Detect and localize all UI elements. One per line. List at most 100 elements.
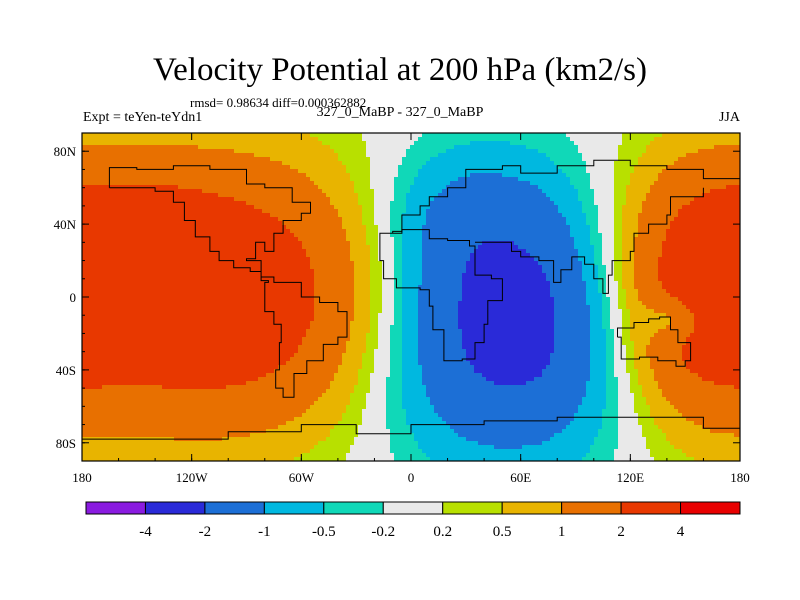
field-cell [282, 285, 287, 290]
field-cell [178, 141, 183, 146]
field-cell [198, 441, 203, 446]
field-cell [198, 429, 203, 434]
field-cell [266, 213, 271, 218]
field-cell [138, 385, 143, 390]
field-cell [234, 177, 239, 182]
field-cell [110, 433, 115, 438]
field-cell [242, 265, 247, 270]
field-cell [170, 353, 175, 358]
field-cell [146, 433, 151, 438]
field-cell [246, 213, 251, 218]
field-cell [106, 441, 111, 446]
field-cell [190, 449, 195, 454]
field-cell [174, 417, 179, 422]
field-cell [290, 329, 295, 334]
field-cell [278, 161, 283, 166]
field-cell [114, 325, 119, 330]
field-cell [258, 193, 263, 198]
field-cell [282, 441, 287, 446]
field-cell [310, 405, 315, 410]
field-cell [266, 161, 271, 166]
field-cell [170, 161, 175, 166]
field-cell [206, 265, 211, 270]
field-cell [106, 393, 111, 398]
field-cell [314, 433, 319, 438]
field-cell [170, 373, 175, 378]
field-cell [142, 329, 147, 334]
field-cell [98, 361, 103, 366]
field-cell [90, 197, 95, 202]
field-cell [170, 165, 175, 170]
field-cell [306, 197, 311, 202]
field-cell [82, 353, 87, 358]
field-cell [302, 377, 307, 382]
field-cell [290, 165, 295, 170]
field-cell [306, 325, 311, 330]
field-cell [118, 289, 123, 294]
field-cell [154, 421, 159, 426]
field-cell [98, 381, 103, 386]
field-cell [178, 333, 183, 338]
field-cell [118, 269, 123, 274]
field-cell [82, 221, 87, 226]
field-cell [186, 233, 191, 238]
field-cell [150, 169, 155, 174]
field-cell [170, 213, 175, 218]
field-cell [262, 365, 267, 370]
field-cell [158, 433, 163, 438]
field-cell [294, 141, 299, 146]
field-cell [154, 197, 159, 202]
field-cell [94, 457, 99, 461]
field-cell [174, 293, 179, 298]
field-cell [122, 333, 127, 338]
field-cell [186, 429, 191, 434]
field-cell [318, 273, 323, 278]
field-cell [250, 389, 255, 394]
field-cell [102, 181, 107, 186]
field-cell [138, 341, 143, 346]
field-cell [286, 293, 291, 298]
field-cell [82, 433, 87, 438]
field-cell [270, 365, 275, 370]
field-cell [250, 329, 255, 334]
field-cell [142, 277, 147, 282]
field-cell [234, 413, 239, 418]
field-cell [274, 145, 279, 150]
field-cell [198, 257, 203, 262]
field-cell [298, 321, 303, 326]
field-cell [126, 245, 131, 250]
field-cell [178, 361, 183, 366]
field-cell [118, 353, 123, 358]
field-cell [218, 253, 223, 258]
field-cell [230, 185, 235, 190]
field-cell [190, 157, 195, 162]
field-cell [106, 305, 111, 310]
field-cell [266, 289, 271, 294]
field-cell [202, 249, 207, 254]
field-cell [298, 369, 303, 374]
field-cell [258, 305, 263, 310]
field-cell [310, 137, 315, 142]
field-cell [242, 301, 247, 306]
field-cell [154, 181, 159, 186]
field-cell [194, 205, 199, 210]
field-cell [198, 201, 203, 206]
field-cell [226, 289, 231, 294]
field-cell [322, 277, 327, 282]
field-cell [90, 205, 95, 210]
field-cell [318, 169, 323, 174]
field-cell [222, 277, 227, 282]
field-cell [198, 453, 203, 458]
field-cell [314, 189, 319, 194]
field-cell [218, 373, 223, 378]
field-cell [166, 217, 171, 222]
field-cell [246, 361, 251, 366]
field-cell [322, 285, 327, 290]
field-cell [218, 165, 223, 170]
field-cell [126, 333, 131, 338]
field-cell [266, 209, 271, 214]
field-cell [182, 333, 187, 338]
field-cell [278, 289, 283, 294]
field-cell [202, 381, 207, 386]
field-cell [318, 157, 323, 162]
